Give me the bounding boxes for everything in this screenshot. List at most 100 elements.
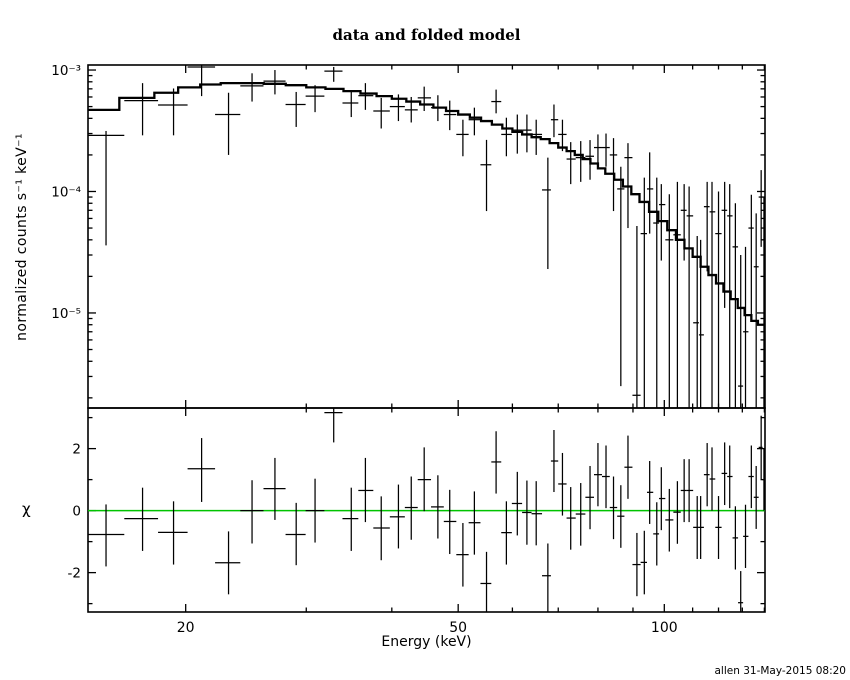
residual-point-cross (342, 487, 359, 551)
data-point-cross (480, 139, 492, 212)
residual-point-cross (263, 457, 286, 520)
residual-point-cross (187, 438, 216, 502)
residual-data-points (88, 408, 765, 612)
residual-point-cross (240, 480, 264, 544)
y-tick-label-spectrum: 10⁻⁴ (51, 184, 81, 200)
data-point-cross (558, 119, 567, 152)
residual-point-cross (522, 480, 532, 545)
data-point-cross (240, 73, 264, 102)
y-axis-label-residuals: χ (22, 500, 31, 518)
data-point-cross (715, 191, 722, 408)
residual-point-cross (617, 485, 625, 548)
data-point-cross (575, 141, 586, 182)
residual-point-cross (542, 543, 551, 612)
data-point-cross (601, 133, 610, 167)
data-point-cross (640, 177, 647, 408)
residual-point-cross (632, 532, 641, 597)
residual-point-cross (566, 487, 576, 550)
residual-point-cross (158, 501, 188, 565)
residual-point-cross (358, 457, 374, 523)
data-point-cross (748, 194, 754, 322)
residual-point-cross (324, 408, 343, 443)
residual-point-cross (373, 496, 390, 561)
residual-point-cross (721, 442, 728, 506)
x-tick-label: 20 (177, 620, 195, 636)
residual-point-cross (417, 447, 432, 512)
residual-point-cross (593, 443, 602, 507)
data-point-cross (215, 92, 241, 155)
data-point-cross (762, 197, 765, 408)
residual-point-cross (758, 415, 763, 479)
residual-point-cross (511, 471, 523, 536)
residual-point-cross (680, 459, 687, 523)
data-point-cross (703, 181, 710, 272)
data-point-cross (693, 236, 699, 408)
axis-ticks (88, 65, 766, 612)
residual-point-cross (715, 496, 722, 559)
residual-point-cross (624, 435, 633, 499)
residual-point-cross (305, 478, 325, 543)
residual-point-cross (585, 465, 594, 530)
residual-point-cross (653, 502, 660, 566)
data-point-cross (285, 91, 306, 127)
residual-point-cross (609, 476, 618, 540)
residual-point-cross (389, 484, 405, 549)
data-point-cross (417, 86, 432, 111)
data-point-cross (468, 107, 481, 136)
residual-point-cross (558, 452, 567, 516)
x-axis-label: Energy (keV) (381, 634, 472, 650)
residual-point-cross (738, 571, 744, 612)
data-point-cross (263, 70, 286, 95)
residual-point-cross (601, 445, 610, 509)
residual-point-cross (431, 475, 444, 539)
data-point-cross (698, 239, 704, 408)
residual-point-cross (285, 502, 306, 566)
data-point-cross (124, 83, 159, 136)
residual-point-cross (743, 504, 749, 568)
residual-point-cross (88, 504, 125, 567)
data-point-cross (491, 89, 502, 114)
x-tick-label: 50 (449, 620, 467, 636)
data-point-cross (305, 85, 325, 113)
residual-point-cross (480, 551, 492, 612)
residual-point-cross (646, 461, 654, 524)
residual-point-cross (550, 430, 559, 493)
data-point-cross (501, 117, 512, 157)
y-tick-label-spectrum: 10⁻⁵ (51, 306, 81, 322)
data-point-cross (373, 97, 390, 129)
data-point-cross (443, 100, 457, 131)
data-point-cross (358, 83, 374, 110)
residual-point-cross (404, 476, 418, 540)
residual-point-cross (732, 506, 739, 570)
data-point-cross (727, 184, 733, 408)
data-point-cross (709, 181, 716, 408)
residual-point-cross (531, 481, 543, 546)
data-point-cross (456, 119, 469, 157)
data-point-cross (158, 88, 188, 136)
residual-point-cross (640, 530, 647, 595)
chart-title: data and folded model (332, 26, 521, 44)
y-tick-label-residuals: 0 (72, 504, 81, 520)
residual-point-cross (686, 459, 694, 523)
y-tick-label-residuals: -2 (68, 566, 81, 582)
residual-point-cross (665, 488, 674, 552)
data-point-cross (88, 130, 125, 246)
y-tick-label-spectrum: 10⁻³ (51, 63, 81, 79)
data-point-cross (753, 213, 759, 408)
residual-point-cross (659, 467, 666, 531)
x-tick-label: 100 (651, 620, 678, 636)
data-point-cross (324, 66, 343, 82)
residual-point-cross (501, 501, 512, 565)
data-point-cross (665, 194, 674, 408)
data-point-cross (743, 246, 749, 408)
plot-frame (87, 64, 766, 613)
data-point-cross (187, 65, 216, 97)
data-point-cross (758, 170, 763, 247)
residual-point-cross (703, 443, 710, 507)
data-point-cross (617, 166, 625, 387)
data-point-cross (542, 157, 551, 270)
data-point-cross (566, 142, 576, 185)
residual-point-cross (468, 491, 481, 555)
